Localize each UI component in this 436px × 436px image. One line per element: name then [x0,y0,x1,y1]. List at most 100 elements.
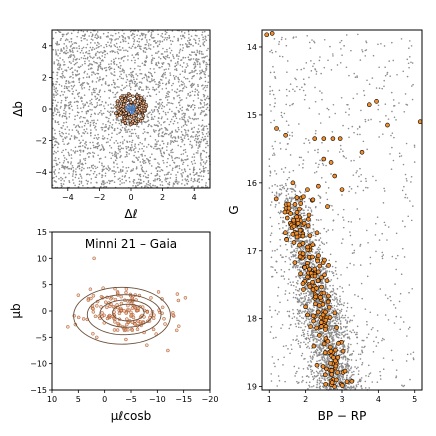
field-star [194,117,196,120]
field-star [94,36,96,39]
field-star [153,124,156,126]
field-star [198,181,201,183]
cmd-field-star [337,308,339,311]
field-star [57,62,60,65]
field-star [60,90,63,93]
field-star [102,165,105,168]
field-star [130,135,133,137]
pm-point [131,315,136,320]
field-star [53,171,55,174]
cmd-field-star [360,377,363,379]
field-star [142,150,145,152]
field-star [64,39,67,42]
field-star [82,163,84,166]
cmd-field-star [331,338,334,340]
field-star [95,129,97,131]
cmd-field-star [315,239,318,241]
cmd-field-star [331,339,334,342]
field-star [70,53,72,56]
field-star [122,40,125,43]
cmd-field-star [314,239,317,241]
cmd-field-star [301,276,304,278]
field-star [194,65,197,67]
field-star [83,81,86,84]
field-star [169,72,171,74]
field-star [179,35,182,37]
field-star [92,46,94,49]
field-star [173,77,176,79]
field-star [77,111,80,114]
field-star [97,36,100,39]
field-star [206,135,209,137]
cmd-field-star [318,377,321,380]
cmd-field-star [343,325,345,328]
cmd-field-star [339,326,342,328]
field-star [113,74,115,76]
cmd-field-star [307,341,309,344]
cmd-field-star [277,211,280,214]
field-star [101,162,103,165]
cmd-field-star [300,292,302,295]
cmd-field-star [304,298,306,301]
field-star [77,101,79,103]
field-star [147,180,150,182]
field-star [172,151,174,154]
cmd-field-star [316,354,318,356]
field-star [158,91,161,93]
density-contour [73,286,171,345]
field-star [141,147,143,150]
field-star [182,171,184,174]
member-star [116,106,120,110]
field-star [150,33,153,36]
field-star [140,153,142,156]
cmd-field-star [336,277,339,280]
field-star [92,151,94,154]
field-star [116,117,119,120]
cmd-field-star [316,379,319,381]
field-star [147,91,150,94]
field-star [205,125,208,127]
field-star [193,126,196,129]
field-star [95,81,98,83]
field-star [81,34,84,37]
cmd-field-star [309,336,312,339]
field-star [187,30,190,33]
field-star [96,35,99,37]
field-star [160,154,163,156]
field-star [140,164,142,167]
field-star [78,81,81,84]
cmd-field-star [279,211,282,214]
field-star [191,70,193,72]
cmd-field-star [298,211,301,213]
field-star [182,139,184,142]
cmd-field-star [309,292,311,295]
field-star [145,146,148,148]
field-star [160,75,163,78]
cmd-field-star [342,331,345,333]
field-star [157,83,159,86]
field-star [88,173,91,176]
sky-points [51,29,211,189]
field-star [72,51,74,54]
field-star [109,50,112,53]
field-star [72,58,75,60]
field-star [183,143,186,146]
field-star [91,93,93,96]
field-star [144,176,147,178]
field-star [200,138,203,141]
cmd-field-star [296,239,299,242]
field-star [91,63,94,66]
field-star [76,114,79,117]
field-star [65,85,68,88]
cmd-field-star [351,371,353,374]
field-star [200,99,202,101]
field-star [88,166,91,169]
cmd-field-star [359,358,362,360]
field-star [175,69,178,72]
field-star [202,42,205,44]
field-star [150,62,153,64]
cmd-field-star [301,381,303,383]
field-star [53,129,56,131]
field-star [157,61,160,64]
cmd-field-star [317,219,320,221]
